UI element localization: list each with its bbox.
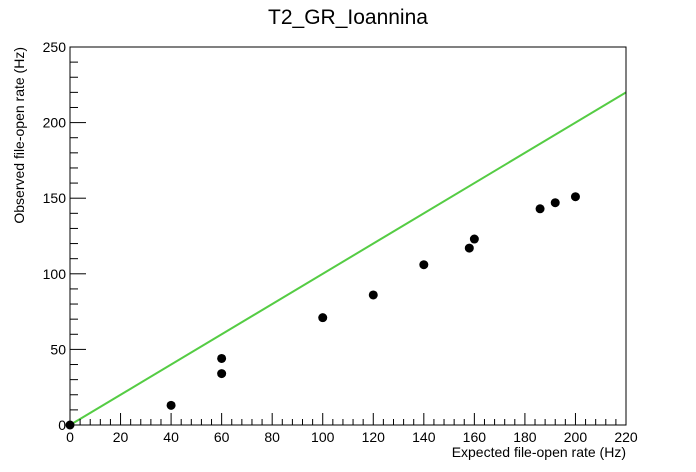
plot-frame xyxy=(69,46,627,426)
data-point xyxy=(65,420,75,430)
x-tick-label: 220 xyxy=(614,429,638,445)
data-point xyxy=(419,260,429,270)
x-tick-label: 140 xyxy=(412,429,436,445)
x-tick-label: 80 xyxy=(264,429,280,445)
y-axis-label: Observed file-open rate (Hz) xyxy=(11,47,27,224)
y-tick-label: 150 xyxy=(43,190,67,206)
y-tick-label: 100 xyxy=(43,266,67,282)
chart-title: T2_GR_Ioannina xyxy=(268,6,428,29)
data-point xyxy=(570,192,580,202)
x-axis-label: Expected file-open rate (Hz) xyxy=(452,444,626,460)
data-point xyxy=(550,198,560,208)
data-point xyxy=(464,243,474,253)
x-tick-label: 0 xyxy=(66,429,74,445)
x-tick-label: 100 xyxy=(311,429,335,445)
data-point xyxy=(469,234,479,244)
x-tick-label: 160 xyxy=(463,429,487,445)
reference-line xyxy=(69,91,627,426)
x-tick-label: 200 xyxy=(564,429,588,445)
x-tick-label: 20 xyxy=(113,429,129,445)
data-points xyxy=(65,192,580,430)
data-point xyxy=(368,290,378,300)
data-point xyxy=(318,313,328,323)
data-point xyxy=(217,353,227,363)
y-tick-label: 50 xyxy=(50,341,66,357)
x-tick-label: 120 xyxy=(362,429,386,445)
y-tick-label: 0 xyxy=(58,417,66,433)
y-tick-label: 200 xyxy=(43,115,67,131)
data-point xyxy=(166,400,176,410)
x-tick-label: 180 xyxy=(513,429,537,445)
x-tick-label: 40 xyxy=(163,429,179,445)
data-point xyxy=(217,369,227,379)
y-tick-label: 250 xyxy=(43,39,67,55)
x-tick-label: 60 xyxy=(214,429,230,445)
reference-line-layer xyxy=(69,91,627,426)
axes: 0 20 40 60 80 100 120 140 160 180 200 220 0 50 100 150 2… xyxy=(43,39,638,445)
data-point xyxy=(535,204,545,214)
